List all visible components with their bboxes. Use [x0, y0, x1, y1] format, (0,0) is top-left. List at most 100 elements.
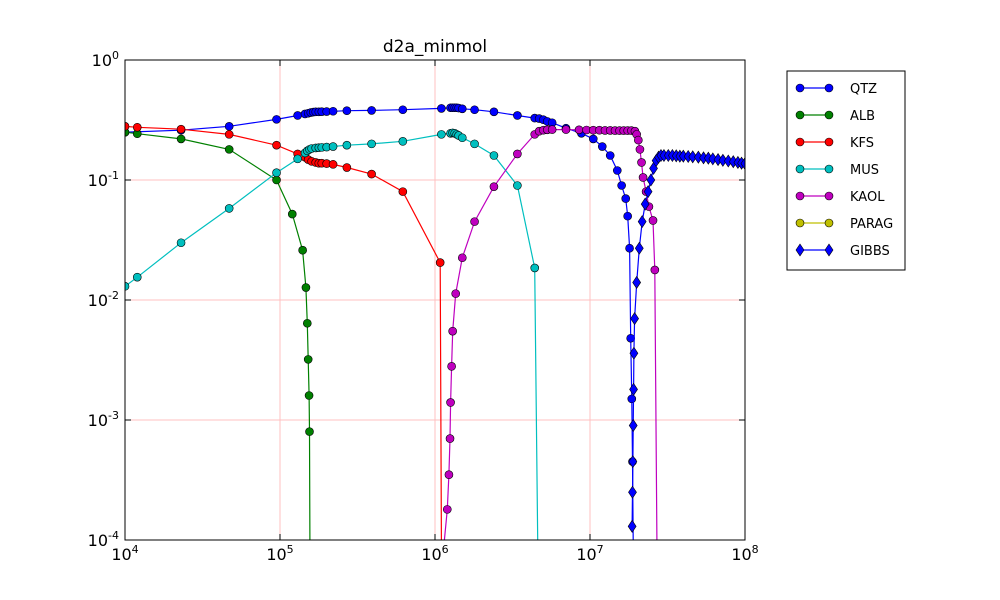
legend-item-qtz: QTZ	[795, 82, 877, 97]
data-point-gibbs	[640, 197, 650, 211]
data-point-kaol	[470, 217, 479, 226]
legend-label-qtz: QTZ	[850, 82, 877, 97]
data-point-qtz	[588, 134, 598, 144]
data-point-mus	[367, 139, 376, 149]
legend-marker-parag	[795, 218, 805, 228]
legend-marker-kfs	[824, 137, 834, 147]
series-kaol	[442, 125, 660, 540]
data-point-mus	[457, 133, 467, 143]
data-point-qtz	[612, 166, 622, 175]
y-tick-label: 10-3	[88, 409, 119, 430]
data-point-mus	[272, 168, 281, 178]
data-point-gibbs	[643, 185, 653, 199]
legend-marker-gibbs	[824, 243, 834, 257]
data-point-mus	[513, 181, 522, 190]
data-point-kfs	[342, 163, 352, 172]
legend-label-gibbs: GIBBS	[850, 244, 890, 259]
data-point-qtz	[597, 142, 607, 151]
data-point-alb	[272, 175, 281, 185]
legend-item-alb: ALB	[795, 109, 875, 124]
legend-marker-qtz	[795, 83, 805, 93]
data-point-qtz	[367, 106, 376, 115]
legend-label-kaol: KAOL	[850, 190, 885, 205]
data-point-kaol	[445, 434, 455, 443]
data-point-alb	[305, 427, 314, 436]
data-point-mus	[398, 137, 408, 146]
legend-marker-alb	[795, 110, 805, 120]
data-point-kaol	[447, 362, 456, 371]
data-point-mus	[342, 140, 352, 150]
y-tick-label-base: 10	[88, 291, 108, 310]
legend: QTZ ALB KFS MUS KAOL PARAG GIBBS	[786, 70, 906, 271]
series-alb	[125, 127, 314, 540]
data-point-alb	[303, 355, 313, 364]
x-tick-label: 104	[111, 543, 138, 564]
data-point-qtz	[623, 211, 632, 221]
data-point-gibbs	[629, 382, 638, 396]
data-point-kfs	[398, 187, 408, 196]
legend-item-kfs: KFS	[795, 136, 874, 151]
x-tick-label-exponent: 6	[442, 543, 449, 556]
data-point-kfs	[272, 140, 281, 150]
x-tick-label: 106	[421, 543, 448, 564]
data-point-qtz	[437, 104, 446, 113]
data-point-mus	[470, 139, 479, 149]
y-tick-label-exponent: -3	[108, 409, 119, 422]
data-point-mus	[132, 272, 142, 282]
legend-marker-parag	[824, 218, 834, 228]
data-point-mus	[437, 130, 446, 139]
data-point-gibbs	[628, 455, 638, 469]
data-point-kaol	[547, 125, 557, 134]
y-tick-label: 100	[92, 49, 119, 70]
data-point-mus	[328, 142, 338, 151]
data-point-qtz	[342, 106, 352, 116]
data-point-kaol	[446, 398, 455, 407]
legend-label-mus: MUS	[850, 163, 879, 178]
data-point-kaol	[448, 326, 457, 336]
data-point-kaol	[451, 289, 460, 298]
data-point-kaol	[634, 135, 643, 145]
y-tick-label-base: 10	[88, 531, 108, 550]
data-point-qtz	[605, 151, 615, 160]
series-qtz	[125, 103, 637, 540]
x-tick-label-exponent: 8	[752, 543, 759, 556]
legend-marker-qtz	[824, 83, 834, 93]
data-point-kfs	[367, 169, 376, 179]
data-point-alb	[301, 283, 311, 292]
y-tick-label: 10-4	[88, 529, 119, 550]
data-point-kaol	[638, 173, 648, 182]
data-point-qtz	[224, 122, 234, 131]
y-tick-label-exponent: -2	[108, 289, 119, 302]
data-point-qtz	[625, 243, 634, 253]
series-gibbs	[627, 148, 745, 533]
y-tick-label-exponent: -4	[108, 529, 119, 542]
x-tick-label-base: 10	[266, 545, 286, 564]
legend-item-kaol: KAOL	[795, 190, 885, 205]
data-point-qtz	[328, 106, 338, 116]
data-point-alb	[287, 209, 297, 219]
plot-series	[125, 103, 745, 540]
data-point-qtz	[626, 333, 635, 343]
chart-title: d2a_minmol	[383, 37, 487, 57]
data-point-qtz	[489, 107, 499, 117]
data-point-kaol	[513, 149, 522, 159]
data-point-kaol	[574, 125, 584, 135]
data-point-mus	[224, 204, 234, 213]
data-point-alb	[224, 145, 234, 154]
data-point-alb	[176, 134, 186, 144]
y-tick-label-base: 10	[88, 411, 108, 430]
y-tick-label-base: 10	[88, 171, 108, 190]
data-point-alb	[304, 391, 314, 400]
data-point-qtz	[470, 105, 479, 115]
data-point-mus	[293, 154, 302, 164]
data-point-gibbs	[628, 485, 637, 499]
legend-item-gibbs: GIBBS	[795, 243, 890, 259]
data-point-kaol	[444, 470, 454, 480]
data-point-qtz	[513, 111, 522, 120]
data-point-kaol	[648, 216, 658, 225]
series-kfs	[125, 122, 445, 540]
y-tick-label-exponent: 0	[112, 49, 119, 62]
data-point-kfs	[176, 124, 186, 134]
data-point-gibbs	[740, 157, 745, 171]
